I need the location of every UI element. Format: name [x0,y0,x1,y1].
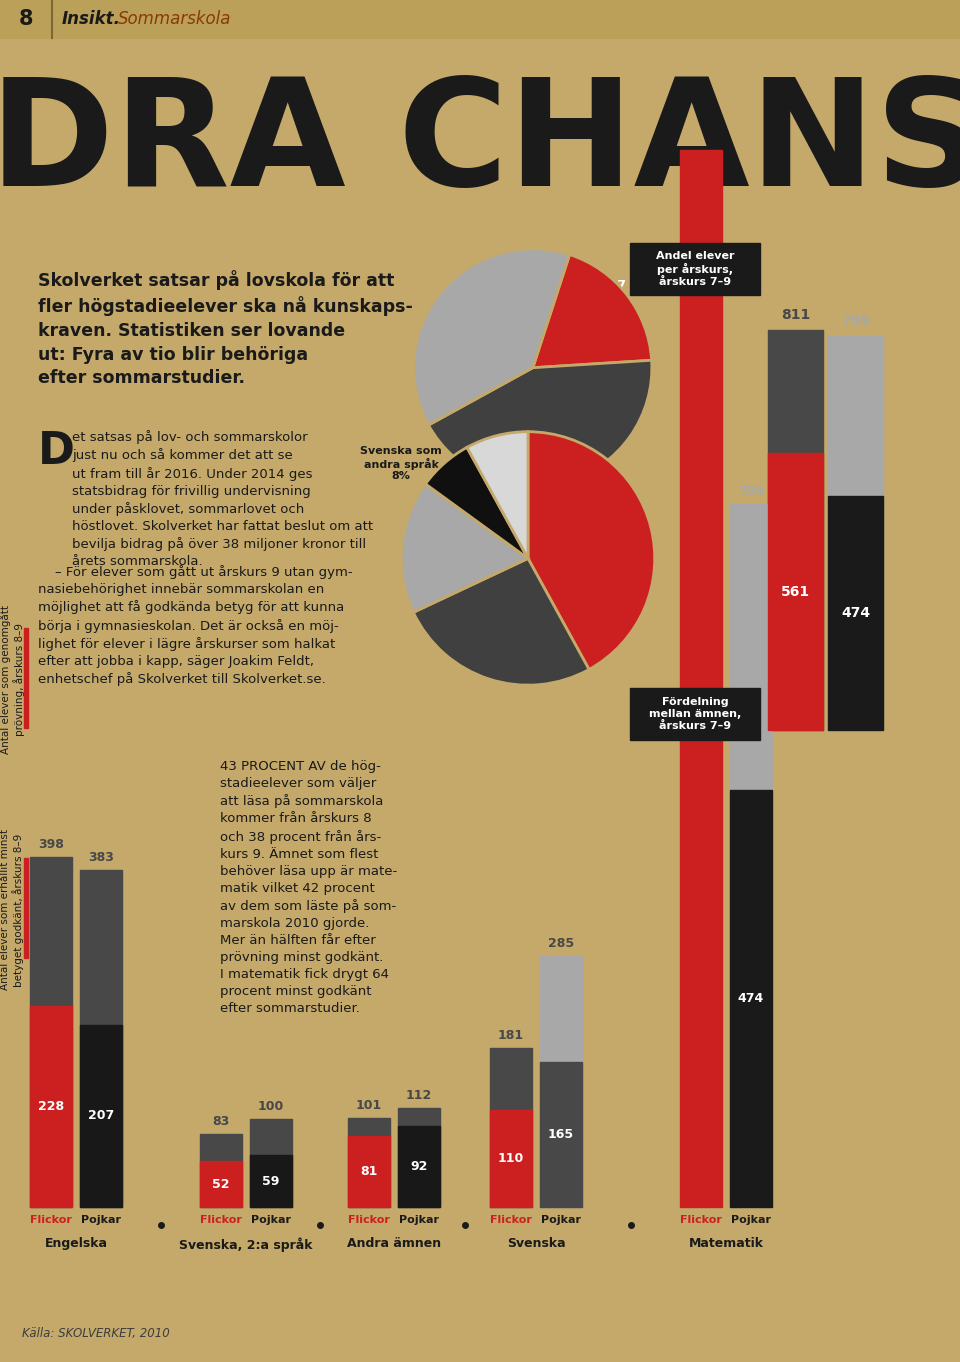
Text: et satsas på lov- och sommarskolor
just nu och så kommer det att se
ut fram till: et satsas på lov- och sommarskolor just … [72,430,373,568]
Text: 207: 207 [88,1110,114,1122]
Text: 383: 383 [88,851,114,864]
Text: Antal elever som genomgått
prövning, årskurs 8–9: Antal elever som genomgått prövning, års… [0,606,25,755]
Text: 561: 561 [780,584,810,599]
Text: Årskurs 8
43%: Årskurs 8 43% [529,413,596,441]
Text: 101: 101 [356,1099,382,1113]
Bar [30,857,72,1207]
Text: Årskurs 7
19%: Årskurs 7 19% [559,279,626,308]
Bar [490,1047,532,1207]
Bar [730,504,772,1207]
Text: Sommarskola: Sommarskola [118,10,231,29]
Text: 398: 398 [38,838,64,851]
Text: Pojkar: Pojkar [251,1215,291,1224]
Text: Andel elever
per årskurs,
årskurs 7–9: Andel elever per årskurs, årskurs 7–9 [656,251,734,287]
Bar [630,688,760,740]
Text: Flickor: Flickor [680,1215,722,1224]
Text: 8: 8 [19,10,34,29]
Text: Engelska
26%: Engelska 26% [510,646,578,674]
Text: 52: 52 [212,1178,229,1190]
Text: Matematik
42%: Matematik 42% [567,560,647,588]
Text: Pojkar: Pojkar [399,1215,439,1224]
Text: 100: 100 [258,1100,284,1113]
Text: Matematik: Matematik [688,1237,763,1250]
Text: D: D [38,430,75,473]
Wedge shape [528,432,655,670]
Bar [630,242,760,296]
Text: Svenska: Svenska [507,1237,565,1250]
Text: Årskurs 9
38%: Årskurs 9 38% [416,347,483,376]
Bar [348,1136,390,1207]
Text: Flickor: Flickor [490,1215,532,1224]
Text: 285: 285 [548,937,574,951]
Text: Fördelning
mellan ämnen,
årskurs 7–9: Fördelning mellan ämnen, årskurs 7–9 [649,697,741,731]
Wedge shape [467,432,528,558]
Text: 112: 112 [406,1090,432,1102]
Text: 59: 59 [262,1174,279,1188]
Text: 474: 474 [738,992,764,1005]
Text: Skolverket satsar på lovskola för att
fler högstadieelever ska nå kunskaps-
krav: Skolverket satsar på lovskola för att fl… [38,270,413,387]
Text: – För elever som gått ut årskurs 9 utan gym-
nasiebehörighet innebär sommarskola: – För elever som gått ut årskurs 9 utan … [38,565,352,686]
Wedge shape [401,484,528,613]
Bar [0,0,960,38]
Text: Engelska: Engelska [44,1237,108,1250]
Bar [730,790,772,1207]
Wedge shape [425,447,528,558]
Bar [490,1110,532,1207]
Text: 92: 92 [410,1160,428,1173]
Bar [24,628,28,729]
Bar [250,1155,292,1207]
Text: Flickor: Flickor [348,1215,390,1224]
Wedge shape [533,255,652,368]
Wedge shape [414,558,589,685]
Text: 799: 799 [738,485,764,498]
Bar [80,870,122,1207]
Text: 110: 110 [498,1152,524,1165]
Bar [398,1109,440,1207]
Bar [768,454,823,730]
Text: 228: 228 [38,1100,64,1113]
Text: Svenska, 2:a språk: Svenska, 2:a språk [180,1237,313,1252]
Bar [80,1024,122,1207]
Bar [398,1126,440,1207]
Bar [680,150,722,1207]
Text: Pojkar: Pojkar [81,1215,121,1224]
Text: 43 PROCENT AV de hög-
stadieelever som väljer
att läsa på sommarskola
kommer frå: 43 PROCENT AV de hög- stadieelever som v… [220,760,397,1015]
Text: Antal elever som erhållit minst
betyget godkänt, årskurs 8–9: Antal elever som erhållit minst betyget … [0,829,24,990]
Bar [348,1118,390,1207]
Text: Andra ämnen: Andra ämnen [347,1237,441,1250]
Bar [540,956,582,1207]
Bar [768,330,823,730]
Bar [30,1007,72,1207]
Wedge shape [428,361,652,486]
Text: 81: 81 [360,1165,377,1178]
Text: 165: 165 [548,1128,574,1141]
Text: Flickor: Flickor [30,1215,72,1224]
Bar [250,1120,292,1207]
Text: Svenska
17%: Svenska 17% [426,607,485,636]
Bar [24,858,28,957]
Bar [200,1162,242,1207]
Bar [828,496,883,730]
Text: ANDRA CHANSEN: ANDRA CHANSEN [0,72,960,218]
Text: Insikt.: Insikt. [62,10,121,29]
Text: 181: 181 [498,1028,524,1042]
Bar [828,336,883,730]
Text: 799: 799 [841,313,870,328]
Text: 474: 474 [841,606,870,620]
Text: 83: 83 [212,1115,229,1128]
Text: Svenska som
andra språk
8%: Svenska som andra språk 8% [360,445,443,481]
Text: Andra
ämnen
7%: Andra ämnen 7% [419,504,461,537]
Wedge shape [414,249,569,425]
Text: Pojkar: Pojkar [731,1215,771,1224]
Text: Källa: SKOLVERKET, 2010: Källa: SKOLVERKET, 2010 [22,1327,170,1340]
Text: Flickor: Flickor [200,1215,242,1224]
Text: 811: 811 [780,308,810,321]
Bar [200,1135,242,1207]
Text: Pojkar: Pojkar [541,1215,581,1224]
Bar [540,1062,582,1207]
